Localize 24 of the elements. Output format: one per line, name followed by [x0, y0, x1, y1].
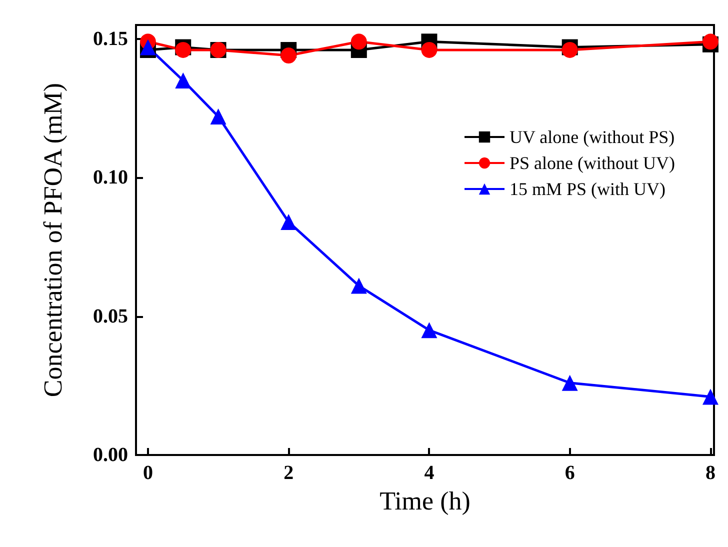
point — [210, 108, 226, 125]
point — [702, 388, 718, 405]
x-axis-title: Time (h) — [380, 486, 470, 516]
x-tick-label: 0 — [142, 462, 153, 484]
x-tick-label: 6 — [564, 462, 575, 484]
x-tick-label: 2 — [284, 462, 294, 484]
y-axis-title: Concentration of PFOA (mM) — [38, 82, 68, 398]
point — [350, 278, 367, 294]
point — [562, 374, 578, 391]
point — [421, 322, 438, 338]
y-tick-label: 0.15 — [93, 28, 128, 50]
point — [350, 34, 367, 50]
y-tick-label: 0.00 — [93, 444, 128, 466]
point — [421, 42, 438, 58]
y-tick-label: 0.05 — [93, 305, 128, 328]
point — [175, 72, 192, 88]
y-tick-label: 0.10 — [93, 166, 128, 189]
legend-label: UV alone (without PS) — [510, 127, 675, 147]
point — [280, 214, 297, 230]
point — [280, 48, 297, 64]
x-tick-label: 4 — [424, 462, 434, 484]
legend-label: PS alone (without UV) — [510, 153, 676, 173]
legend-label: 15 mM PS (with UV) — [510, 179, 666, 199]
x-tick-label: 8 — [705, 462, 716, 484]
